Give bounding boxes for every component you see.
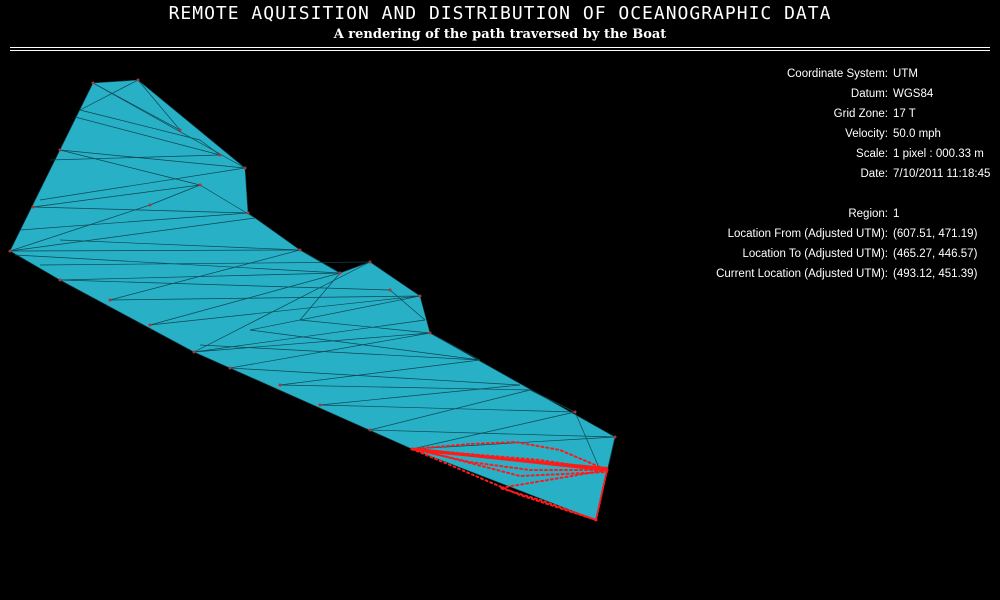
info-label: Current Location (Adjusted UTM): — [716, 268, 888, 280]
info-row-location-from: Location From (Adjusted UTM): (607.51, 4… — [600, 226, 1000, 246]
info-row-grid-zone: Grid Zone: 17 T — [600, 106, 1000, 126]
info-value: 17 T — [893, 108, 916, 120]
info-value: 50.0 mph — [893, 128, 941, 140]
info-value: (607.51, 471.19) — [893, 228, 978, 240]
info-value: 7/10/2011 11:18:45 — [893, 168, 991, 180]
info-label: Grid Zone: — [833, 108, 888, 120]
region-polygon — [9, 79, 616, 521]
info-label: Datum: — [850, 88, 888, 100]
info-label: Date: — [860, 168, 889, 180]
info-row-date: Date: 7/10/2011 11:18:45 — [600, 166, 1000, 186]
info-label: Location From (Adjusted UTM): — [727, 228, 888, 240]
info-value: (493.12, 451.39) — [893, 268, 978, 280]
boat-path — [410, 440, 609, 521]
info-label: Region: — [848, 208, 888, 220]
info-label: Scale: — [856, 148, 888, 160]
mesh-lines — [9, 79, 616, 521]
info-label: Velocity: — [845, 128, 888, 140]
header-divider — [10, 47, 990, 51]
info-row-region: Region: 1 — [600, 206, 1000, 226]
page-subtitle: A rendering of the path traversed by the… — [333, 27, 667, 42]
page-title: REMOTE AQUISITION AND DISTRIBUTION OF OC… — [168, 3, 832, 24]
info-row-location-to: Location To (Adjusted UTM): (465.27, 446… — [600, 246, 1000, 266]
info-value: 1 — [893, 208, 900, 220]
info-row-datum: Datum: WGS84 — [600, 86, 1000, 106]
info-row-current-location: Current Location (Adjusted UTM): (493.12… — [600, 266, 1000, 286]
info-value: 1 pixel : 000.33 m — [893, 148, 984, 160]
info-row-velocity: Velocity: 50.0 mph — [600, 126, 1000, 146]
info-label: Location To (Adjusted UTM): — [742, 248, 888, 260]
info-value: UTM — [893, 68, 918, 80]
info-label: Coordinate System: — [787, 68, 888, 80]
info-row-coordinate-system: Coordinate System: UTM — [600, 66, 1000, 86]
info-value: WGS84 — [893, 88, 934, 100]
info-value: (465.27, 446.57) — [893, 248, 978, 260]
info-row-scale: Scale: 1 pixel : 000.33 m — [600, 146, 1000, 166]
